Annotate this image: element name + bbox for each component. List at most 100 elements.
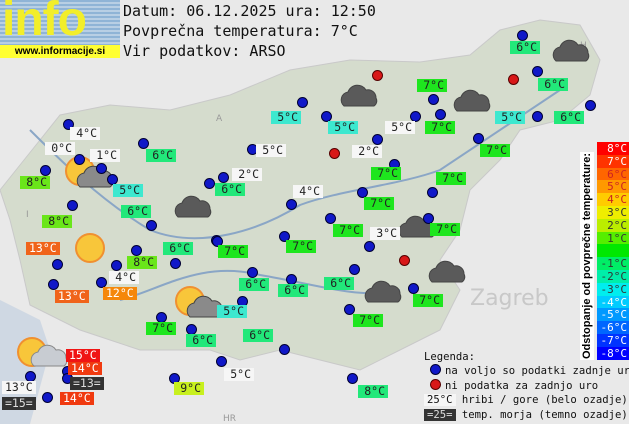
station-dot-available[interactable] (286, 199, 297, 210)
station-dot-missing[interactable] (399, 255, 410, 266)
station-dot-available[interactable] (111, 260, 122, 271)
station-dot-available[interactable] (423, 213, 434, 224)
station-temperature: 7°C (146, 322, 176, 335)
station-dot-available[interactable] (532, 66, 543, 77)
station-dot-available[interactable] (212, 236, 223, 247)
scale-step: -4°C (597, 295, 629, 308)
map-label-i: I (26, 210, 29, 220)
station-dot-available[interactable] (410, 111, 421, 122)
station-dot-available[interactable] (131, 245, 142, 256)
station-dot-available[interactable] (48, 279, 59, 290)
station-temperature: 7°C (218, 245, 248, 258)
logo-url[interactable]: www.informacije.si (0, 45, 120, 58)
station-dot-available[interactable] (170, 258, 181, 269)
station-temperature: 7°C (425, 121, 455, 134)
logo-text: info (2, 0, 87, 46)
station-dot-available[interactable] (325, 213, 336, 224)
station-dot-missing[interactable] (329, 148, 340, 159)
legend-blue-dot (430, 364, 441, 375)
scale-step: -5°C (597, 308, 629, 321)
station-dot-available[interactable] (279, 344, 290, 355)
scale-step: 3°C (597, 205, 629, 219)
station-temperature: 6°C (554, 111, 584, 124)
station-temperature: 7°C (436, 172, 466, 185)
station-dot-available[interactable] (349, 264, 360, 275)
station-dot-missing[interactable] (372, 70, 383, 81)
station-dot-available[interactable] (247, 267, 258, 278)
station-temperature: 5°C (385, 121, 415, 134)
station-dot-available[interactable] (517, 30, 528, 41)
station-dot-available[interactable] (216, 356, 227, 367)
logo[interactable]: info www.informacije.si (0, 0, 120, 58)
cloud-icon (548, 37, 602, 75)
station-temperature: 6°C (278, 284, 308, 297)
scale-step: -1°C (597, 257, 629, 270)
station-temperature: 7°C (417, 79, 447, 92)
station-temperature: 6°C (243, 329, 273, 342)
station-temperature: 6°C (186, 334, 216, 347)
station-temperature: 13°C (26, 242, 60, 255)
station-temperature: 5°C (271, 111, 301, 124)
scale-step (597, 244, 629, 258)
scale-step: -7°C (597, 333, 629, 347)
station-temperature: 14°C (60, 392, 94, 405)
station-dot-available[interactable] (218, 172, 229, 183)
station-dot-available[interactable] (63, 119, 74, 130)
station-dot-available[interactable] (42, 392, 53, 403)
station-dot-available[interactable] (96, 277, 107, 288)
station-temperature: 4°C (109, 271, 139, 284)
station-temperature: 5°C (224, 368, 254, 381)
station-dot-available[interactable] (435, 109, 446, 120)
scale-title: Odstopanje od povprečne temperature: (580, 152, 594, 360)
station-temperature: 12°C (103, 287, 137, 300)
scale-step: -8°C (597, 346, 629, 360)
station-dot-available[interactable] (74, 154, 85, 165)
legend-sea-text: temp. morja (temno ozadje) (461, 409, 628, 421)
station-dot-available[interactable] (96, 163, 107, 174)
map-label-hr: HR (223, 414, 236, 424)
station-dot-available[interactable] (585, 100, 596, 111)
station-dot-available[interactable] (408, 283, 419, 294)
scale-step: 5°C (597, 180, 629, 193)
scale-step: -6°C (597, 321, 629, 334)
station-dot-available[interactable] (347, 373, 358, 384)
station-dot-available[interactable] (279, 231, 290, 242)
station-dot-available[interactable] (67, 200, 78, 211)
station-temperature: 6°C (538, 78, 568, 91)
scale-step: -3°C (597, 282, 629, 296)
station-temperature: 7°C (371, 167, 401, 180)
station-temperature: 5°C (113, 184, 143, 197)
station-temperature: 7°C (480, 144, 510, 157)
station-dot-available[interactable] (146, 220, 157, 231)
station-dot-available[interactable] (297, 97, 308, 108)
station-temperature: 7°C (364, 197, 394, 210)
station-dot-available[interactable] (204, 178, 215, 189)
station-dot-available[interactable] (40, 165, 51, 176)
station-temperature: 6°C (510, 41, 540, 54)
station-dot-available[interactable] (357, 187, 368, 198)
station-dot-available[interactable] (473, 133, 484, 144)
station-temperature: 7°C (353, 314, 383, 327)
station-dot-available[interactable] (532, 111, 543, 122)
station-dot-available[interactable] (344, 304, 355, 315)
scale-step: 7°C (597, 154, 629, 168)
station-dot-available[interactable] (138, 138, 149, 149)
station-dot-available[interactable] (52, 259, 63, 270)
scale-step: 1°C (597, 231, 629, 244)
data-source: Vir podatkov: ARSO (123, 42, 286, 60)
station-dot-available[interactable] (321, 111, 332, 122)
station-dot-available[interactable] (372, 134, 383, 145)
station-dot-missing[interactable] (508, 74, 519, 85)
station-temperature: 0°C (45, 142, 75, 155)
station-temperature: 4°C (70, 127, 100, 140)
station-dot-available[interactable] (428, 94, 439, 105)
station-dot-available[interactable] (427, 187, 438, 198)
legend-red-dot (430, 379, 441, 390)
station-temperature: 7°C (333, 224, 363, 237)
station-dot-available[interactable] (107, 174, 118, 185)
cloud-icon (424, 258, 478, 296)
station-dot-available[interactable] (364, 241, 375, 252)
station-temperature: 7°C (413, 294, 443, 307)
station-temperature: 6°C (324, 277, 354, 290)
legend-mountain-text: hribi / gore (belo ozadje) (461, 394, 628, 406)
